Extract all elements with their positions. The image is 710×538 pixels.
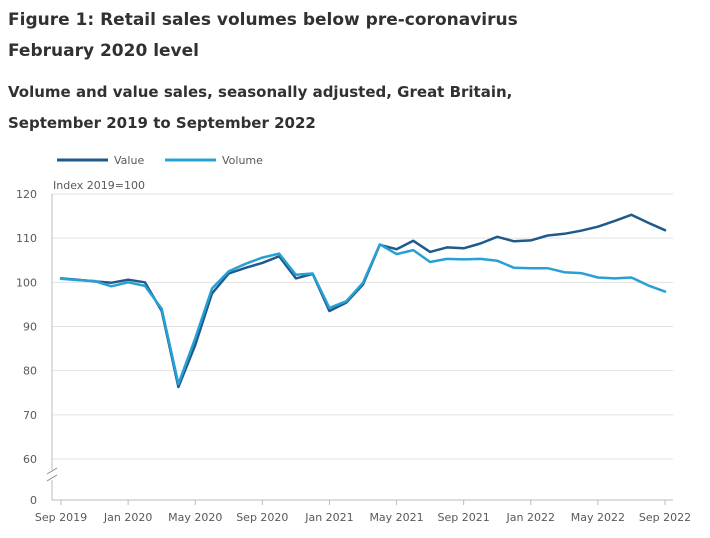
y-tick-label: 70	[23, 409, 37, 422]
y-tick-label: 110	[16, 232, 37, 245]
y-tick-label: 80	[23, 365, 37, 378]
axis-break-mark	[46, 467, 58, 475]
series-line-value	[59, 213, 667, 389]
y-axis: 0 60 70 80 90 100 110 120 Index 2019=100	[16, 179, 145, 507]
y-tick-label: 120	[16, 188, 37, 201]
x-tick-label: May 2020	[168, 511, 222, 524]
legend: Value Volume	[57, 154, 263, 167]
legend-label-value: Value	[114, 154, 144, 167]
y-axis-label: Index 2019=100	[53, 179, 145, 192]
y-tick-label: 100	[16, 276, 37, 289]
x-tick-label: Jan 2020	[103, 511, 152, 524]
y-tick-label: 60	[23, 453, 37, 466]
x-tick-label: Jan 2021	[304, 511, 353, 524]
x-tick-label: Jan 2022	[506, 511, 555, 524]
x-axis: Sep 2019 Jan 2020 May 2020 Sep 2020 Jan 2021…	[35, 500, 691, 524]
x-tick-label: Sep 2021	[438, 511, 490, 524]
x-tick-label: May 2022	[571, 511, 625, 524]
y-tick-label: 90	[23, 321, 37, 334]
gridlines	[52, 193, 673, 501]
x-tick-label: Sep 2019	[35, 511, 87, 524]
x-tick-label: Sep 2020	[236, 511, 288, 524]
chart-title: Figure 1: Retail sales volumes below pre…	[8, 10, 518, 61]
y-tick-label: 0	[30, 494, 37, 507]
x-tick-label: May 2021	[369, 511, 423, 524]
x-tick-label: Sep 2022	[639, 511, 691, 524]
legend-label-volume: Volume	[222, 154, 263, 167]
series-line-volume	[59, 243, 667, 386]
chart-subtitle: Volume and value sales, seasonally adjus…	[8, 83, 513, 132]
axis-break-mark	[46, 474, 58, 482]
series-lines	[59, 213, 667, 389]
